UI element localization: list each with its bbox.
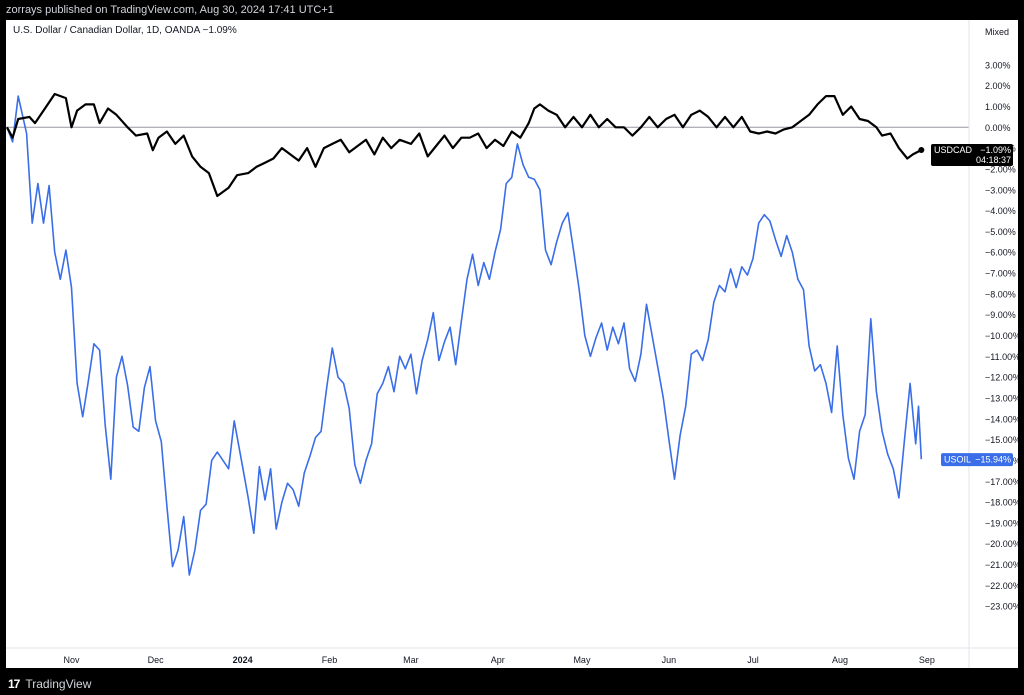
x-tick-label: Dec — [148, 655, 165, 665]
publish-info-bar: zorrays published on TradingView.com, Au… — [0, 0, 1024, 20]
label-layer: USDCAD −1.09%04:18:37 USOIL −15.94% U.S. Dol… — [13, 25, 1013, 467]
brand-name: TradingView — [25, 676, 92, 691]
y-tick-label: −23.00% — [985, 602, 1018, 612]
y-tick-label: −19.00% — [985, 518, 1018, 528]
y-tick-label: −3.00% — [985, 185, 1016, 195]
y-tick-label: −18.00% — [985, 498, 1018, 508]
x-tick-label: Jul — [747, 655, 759, 665]
y-tick-label: 1.00% — [985, 102, 1011, 112]
x-tick-label: Nov — [63, 655, 80, 665]
y-tick-label: −7.00% — [985, 269, 1016, 279]
usoil-tag-value: −15.94% — [975, 455, 1011, 465]
tradingview-logo[interactable]: 17 TradingView — [8, 677, 91, 691]
usdcad-price-tag — [931, 143, 1013, 166]
x-tick-label: Feb — [322, 655, 338, 665]
usoil-tag-name: USOIL — [944, 455, 971, 465]
scale-mode-label: Mixed — [985, 27, 1009, 37]
x-tick-label: 2024 — [233, 655, 253, 665]
footer-bar: 17 TradingView — [0, 672, 1024, 695]
y-tick-label: −15.00% — [985, 435, 1018, 445]
y-tick-label: −10.00% — [985, 331, 1018, 341]
x-tick-label: Mar — [403, 655, 419, 665]
y-tick-label: −22.00% — [985, 581, 1018, 591]
y-tick-label: −4.00% — [985, 206, 1016, 216]
y-tick-label: 0.00% — [985, 123, 1011, 133]
y-tick-label: −17.00% — [985, 477, 1018, 487]
y-tick-label: −11.00% — [985, 352, 1018, 362]
y-tick-label: −20.00% — [985, 539, 1018, 549]
y-tick-label: 3.00% — [985, 60, 1011, 70]
y-tick-label: −2.00% — [985, 164, 1016, 174]
chart-frame[interactable]: 3.00%2.00%1.00%0.00%−1.00%−2.00%−3.00%−4… — [6, 20, 1018, 668]
usdcad-countdown: 04:18:37 — [976, 155, 1011, 165]
y-tick-label: −14.00% — [985, 414, 1018, 424]
y-tick-label: −6.00% — [985, 248, 1016, 258]
x-tick-label: Apr — [491, 655, 505, 665]
usdcad-tag-name: USDCAD — [934, 145, 973, 155]
y-tick-label: −9.00% — [985, 310, 1016, 320]
x-tick-label: Sep — [919, 655, 935, 665]
y-tick-label: −5.00% — [985, 227, 1016, 237]
tradingview-logo-icon: 17 — [8, 676, 20, 691]
chart-svg[interactable]: 3.00%2.00%1.00%0.00%−1.00%−2.00%−3.00%−4… — [6, 20, 1018, 668]
y-tick-label: 2.00% — [985, 81, 1011, 91]
usoil-price-tag — [941, 453, 1013, 467]
line-layer — [6, 92, 925, 576]
y-tick-label: −8.00% — [985, 289, 1016, 299]
y-tick-label: −13.00% — [985, 393, 1018, 403]
x-tick-label: May — [573, 655, 591, 665]
axis-layer: 3.00%2.00%1.00%0.00%−1.00%−2.00%−3.00%−4… — [6, 20, 1018, 668]
publish-line: zorrays published on TradingView.com, Au… — [6, 4, 334, 16]
y-tick-label: −21.00% — [985, 560, 1018, 570]
usdcad-tag-value: −1.09% — [980, 145, 1011, 155]
chart-title: U.S. Dollar / Canadian Dollar, 1D, OANDA… — [13, 25, 237, 36]
usdcad-last-point — [918, 146, 925, 153]
x-tick-label: Aug — [832, 655, 848, 665]
y-tick-label: −12.00% — [985, 373, 1018, 383]
series-line-usoil — [6, 95, 923, 576]
series-line-usdcad — [6, 92, 922, 198]
x-tick-label: Jun — [662, 655, 677, 665]
